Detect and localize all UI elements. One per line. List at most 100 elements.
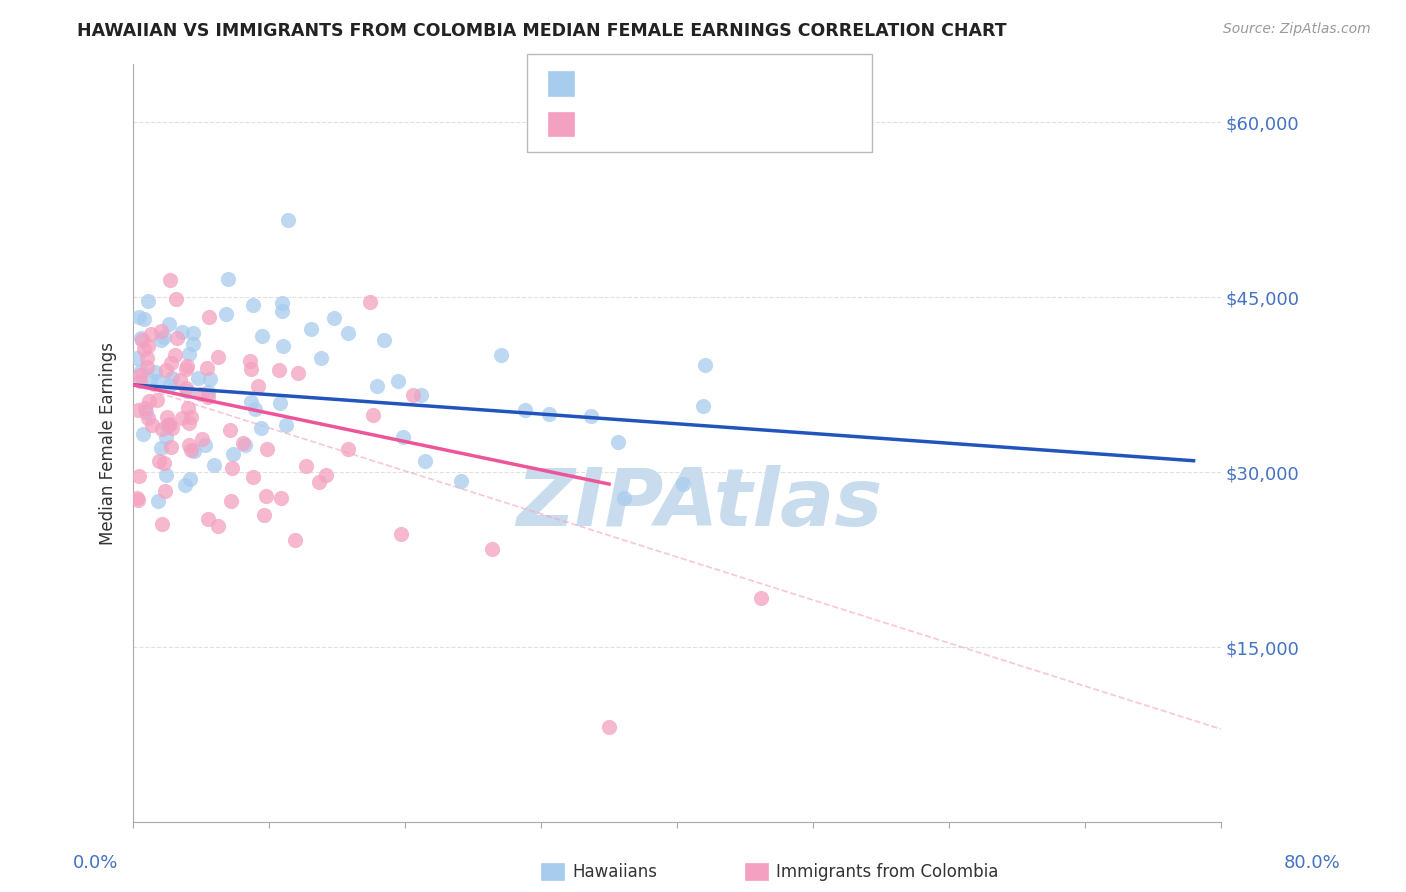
Point (197, 512, 219, 526)
Point (134, 342, 156, 356)
Point (139, 327, 162, 342)
Point (138, 394, 160, 409)
Point (242, 470, 264, 484)
Point (150, 333, 173, 347)
Point (749, 591, 772, 606)
Point (134, 311, 156, 326)
Y-axis label: Median Female Earnings: Median Female Earnings (100, 342, 117, 545)
Point (243, 401, 266, 416)
Point (141, 417, 163, 432)
Point (513, 402, 536, 417)
Point (179, 472, 201, 486)
Point (242, 298, 264, 312)
Point (128, 368, 150, 382)
Point (256, 442, 278, 457)
Point (308, 475, 330, 490)
Text: HAWAIIAN VS IMMIGRANTS FROM COLOMBIA MEDIAN FEMALE EARNINGS CORRELATION CHART: HAWAIIAN VS IMMIGRANTS FROM COLOMBIA MED… (77, 22, 1007, 40)
Point (191, 432, 214, 446)
Point (252, 329, 274, 343)
Point (174, 478, 197, 492)
Point (135, 405, 157, 419)
Point (217, 271, 239, 285)
Point (155, 468, 177, 483)
Point (157, 317, 180, 331)
Point (197, 390, 219, 404)
Point (136, 410, 159, 425)
Point (155, 363, 177, 377)
Point (250, 421, 273, 435)
Point (271, 339, 294, 353)
Point (176, 359, 198, 373)
Point (359, 295, 381, 310)
Point (538, 407, 561, 421)
Point (207, 518, 229, 533)
Text: 80.0%: 80.0% (1284, 855, 1340, 872)
Point (146, 393, 169, 408)
Point (129, 374, 152, 388)
Point (198, 372, 221, 386)
Point (125, 491, 148, 505)
Point (197, 361, 219, 376)
Point (135, 351, 157, 366)
Point (132, 426, 155, 441)
Point (387, 374, 409, 388)
Point (489, 348, 512, 362)
Point (607, 434, 630, 449)
Point (197, 385, 219, 400)
Point (177, 438, 200, 452)
Point (239, 354, 262, 368)
Point (692, 399, 714, 413)
Text: 0.0%: 0.0% (73, 855, 118, 872)
Point (136, 339, 159, 353)
Point (146, 374, 169, 388)
Point (136, 360, 159, 375)
Point (150, 517, 173, 532)
Point (246, 378, 269, 392)
Point (337, 326, 360, 340)
Point (162, 371, 184, 385)
Point (274, 417, 297, 432)
Point (277, 213, 299, 227)
Point (155, 430, 177, 444)
Point (166, 330, 188, 344)
Point (389, 527, 412, 541)
Point (131, 333, 153, 347)
Point (179, 347, 201, 361)
Text: Hawaiians: Hawaiians (572, 863, 657, 881)
Point (129, 331, 152, 345)
Point (129, 363, 152, 377)
Point (174, 362, 197, 376)
Point (157, 417, 180, 432)
Point (214, 307, 236, 321)
Point (613, 491, 636, 505)
Point (207, 351, 229, 365)
Point (240, 395, 263, 409)
Point (221, 447, 243, 461)
Point (366, 379, 388, 393)
Point (174, 381, 197, 395)
Point (150, 422, 173, 436)
Point (336, 442, 359, 456)
Point (323, 310, 346, 325)
Point (233, 438, 256, 452)
Point (254, 489, 277, 503)
Text: Immigrants from Colombia: Immigrants from Colombia (776, 863, 998, 881)
Text: Source: ZipAtlas.com: Source: ZipAtlas.com (1223, 22, 1371, 37)
Point (373, 333, 395, 347)
Point (361, 409, 384, 423)
Point (181, 326, 204, 340)
Point (160, 355, 183, 369)
Point (413, 454, 436, 468)
Point (190, 387, 212, 401)
Point (146, 494, 169, 508)
Point (186, 371, 208, 385)
Point (165, 292, 187, 306)
Point (128, 310, 150, 325)
Point (219, 494, 242, 508)
Point (180, 409, 202, 424)
Point (159, 273, 181, 287)
Point (232, 436, 254, 450)
Point (176, 384, 198, 399)
Point (150, 441, 173, 455)
Point (240, 362, 263, 376)
